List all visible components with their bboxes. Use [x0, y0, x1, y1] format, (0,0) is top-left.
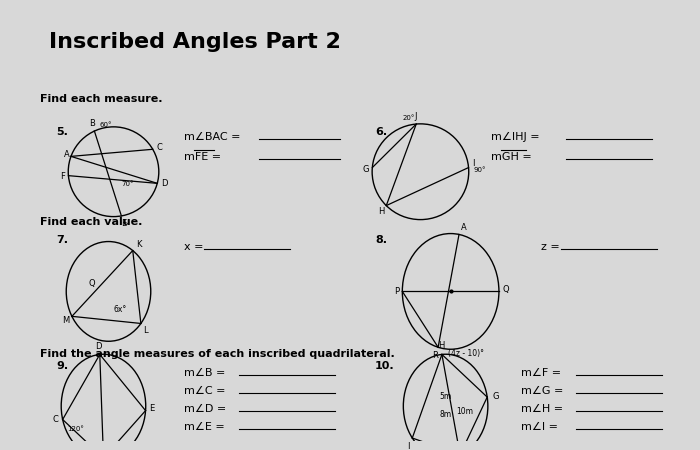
Text: x =: x = — [184, 242, 204, 252]
Text: m∠B =: m∠B = — [184, 368, 225, 378]
Text: m∠G =: m∠G = — [521, 386, 564, 396]
Text: Find each measure.: Find each measure. — [40, 94, 162, 104]
Text: m∠F =: m∠F = — [521, 368, 561, 378]
Text: mGH =: mGH = — [491, 152, 531, 162]
Text: z =: z = — [541, 242, 560, 252]
Text: A: A — [64, 150, 70, 159]
Text: 10.: 10. — [375, 361, 395, 371]
Text: G: G — [492, 392, 498, 400]
Text: Inscribed Angles Part 2: Inscribed Angles Part 2 — [49, 32, 341, 51]
Text: m∠H =: m∠H = — [521, 404, 564, 414]
Text: 6.: 6. — [375, 127, 387, 137]
Text: m∠E =: m∠E = — [184, 422, 225, 432]
Text: F: F — [60, 172, 65, 181]
Text: E: E — [150, 404, 155, 413]
Text: H: H — [438, 341, 444, 350]
Text: E: E — [121, 220, 126, 229]
Text: Q: Q — [88, 279, 95, 288]
Text: (4z - 10)°: (4z - 10)° — [448, 349, 484, 358]
Text: 10m: 10m — [456, 407, 473, 416]
Text: 120°: 120° — [68, 427, 85, 432]
Text: A: A — [461, 223, 467, 232]
Text: 7.: 7. — [56, 234, 68, 244]
Text: 20°: 20° — [402, 115, 414, 121]
Text: 5.: 5. — [56, 127, 68, 137]
Text: m∠D =: m∠D = — [184, 404, 226, 414]
Text: D: D — [161, 179, 168, 188]
Text: D: D — [95, 342, 102, 351]
Text: K: K — [136, 240, 141, 249]
Text: R: R — [432, 351, 438, 360]
Text: m∠I =: m∠I = — [521, 422, 558, 432]
Text: G: G — [363, 165, 369, 174]
Text: 9.: 9. — [56, 361, 69, 371]
Text: mFE =: mFE = — [184, 152, 221, 162]
Text: I: I — [407, 441, 410, 450]
Text: Find each value.: Find each value. — [40, 216, 143, 227]
Text: M: M — [62, 316, 69, 325]
Text: 6x°: 6x° — [113, 305, 127, 314]
Text: B: B — [90, 119, 95, 128]
Text: 60°: 60° — [99, 122, 112, 128]
Text: J: J — [414, 112, 416, 121]
Text: 8m: 8m — [440, 410, 452, 418]
Text: P: P — [394, 287, 400, 296]
Text: L: L — [143, 326, 148, 335]
Text: 90°: 90° — [474, 166, 486, 172]
Text: H: H — [378, 207, 384, 216]
Text: m∠C =: m∠C = — [184, 386, 225, 396]
Text: Q: Q — [503, 285, 510, 294]
Text: C: C — [157, 143, 162, 152]
Text: 70°: 70° — [122, 181, 134, 187]
Text: Find the angle measures of each inscribed quadrilateral.: Find the angle measures of each inscribe… — [40, 349, 395, 359]
Text: 8.: 8. — [375, 234, 387, 244]
Text: 5m: 5m — [439, 392, 452, 400]
Text: m∠IHJ =: m∠IHJ = — [491, 132, 540, 142]
Text: m∠BAC =: m∠BAC = — [184, 132, 241, 142]
Text: C: C — [52, 415, 59, 424]
Text: I: I — [473, 159, 475, 168]
